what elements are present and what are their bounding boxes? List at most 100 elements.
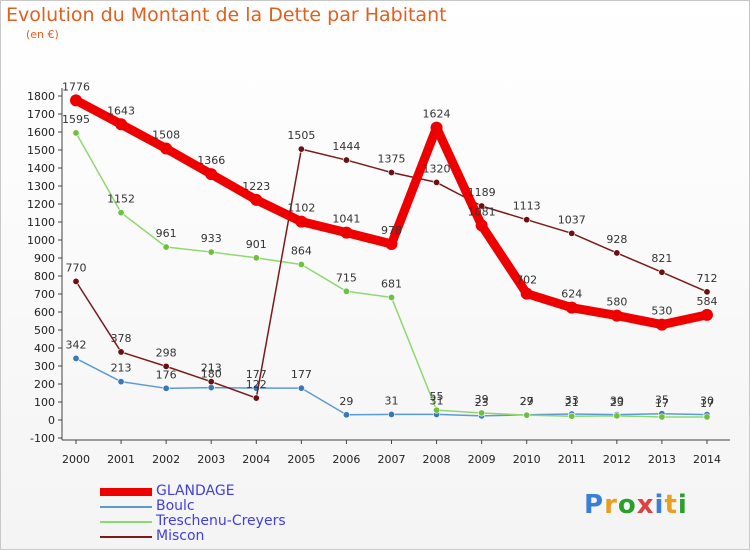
legend-swatch [100,536,152,538]
y-tick-label: 1000 [27,234,55,247]
data-label: 21 [565,396,579,409]
data-point [433,178,441,186]
data-point [658,413,666,421]
data-label: 770 [66,261,87,274]
legend-swatch [100,488,152,496]
data-label: 177 [291,368,312,381]
legend-label: GLANDAGE [156,483,235,499]
x-tick-label: 2014 [693,453,721,466]
legend-swatch [100,506,152,508]
data-label: 23 [610,396,624,409]
x-tick-label: 2013 [648,453,676,466]
data-label: 1102 [287,202,315,215]
data-point [523,411,531,419]
y-tick-label: 100 [34,396,55,409]
data-point [207,378,215,386]
data-label: 1113 [513,200,541,213]
data-label: 864 [291,244,312,257]
data-point [117,209,125,217]
data-label: 584 [696,295,717,308]
data-label: 821 [651,252,672,265]
data-label: 712 [696,272,717,285]
data-point [387,410,395,418]
data-point [72,277,80,285]
y-tick-label: 900 [34,252,55,265]
data-label: 978 [381,224,402,237]
data-label: 1595 [62,113,90,126]
data-point [250,193,263,206]
data-label: 961 [156,227,177,240]
data-label: 30 [700,395,714,408]
legend-label: Miscon [156,528,205,544]
data-point [342,411,350,419]
y-tick-label: 1400 [27,162,55,175]
data-point [610,309,623,322]
data-label: 213 [201,362,222,375]
y-tick-label: 1300 [27,180,55,193]
data-label: 1643 [107,104,135,117]
logo-letter: t [664,490,678,520]
data-label: 1081 [468,205,496,218]
data-label: 1375 [377,153,405,166]
y-tick-label: -100 [30,432,55,445]
x-tick-label: 2012 [603,453,631,466]
logo-letter: i [677,490,688,520]
data-label: 177 [246,368,267,381]
y-tick-label: 1700 [27,108,55,121]
data-label: 933 [201,232,222,245]
y-tick-label: 300 [34,360,55,373]
logo-letter: r [604,490,618,520]
data-label: 1776 [62,80,90,93]
data-point [385,237,398,250]
data-point [160,142,173,155]
data-label: 580 [606,296,627,309]
data-label: 29 [520,395,534,408]
x-tick-label: 2009 [468,453,496,466]
data-label: 1041 [332,213,360,226]
data-label: 298 [156,346,177,359]
data-point [658,268,666,276]
unit-label: (en €) [26,28,59,41]
logo-letter: o [617,490,637,520]
data-point [297,260,305,268]
y-tick-label: 400 [34,342,55,355]
data-point [342,287,350,295]
data-point [340,226,353,239]
y-tick-label: 1500 [27,144,55,157]
data-label: 180 [201,368,222,381]
data-point [387,169,395,177]
x-tick-label: 2002 [152,453,180,466]
x-tick-label: 2004 [242,453,270,466]
data-label: 378 [111,332,132,345]
y-tick-label: 500 [34,324,55,337]
data-point [252,254,260,262]
data-point [295,215,308,228]
y-tick-label: 1100 [27,216,55,229]
data-label: 29 [339,395,353,408]
data-label: 31 [384,394,398,407]
y-tick-label: 1600 [27,126,55,139]
data-label: 928 [606,233,627,246]
data-point [568,229,576,237]
y-tick-label: 700 [34,288,55,301]
data-label: 702 [516,274,537,287]
data-point [70,94,82,107]
data-point [117,378,125,386]
y-tick-label: 1200 [27,198,55,211]
data-point [72,354,80,362]
data-label: 17 [700,397,714,410]
data-point [523,216,531,224]
data-label: 901 [246,238,267,251]
y-tick-label: 1800 [27,90,55,103]
data-point [342,156,350,164]
x-tick-label: 2003 [197,453,225,466]
data-point [565,301,578,314]
data-label: 35 [655,394,669,407]
data-label: 33 [565,394,579,407]
data-point [205,168,218,181]
data-point [478,409,486,417]
data-label: 1320 [423,162,451,175]
data-label: 176 [156,368,177,381]
data-point [613,412,621,420]
